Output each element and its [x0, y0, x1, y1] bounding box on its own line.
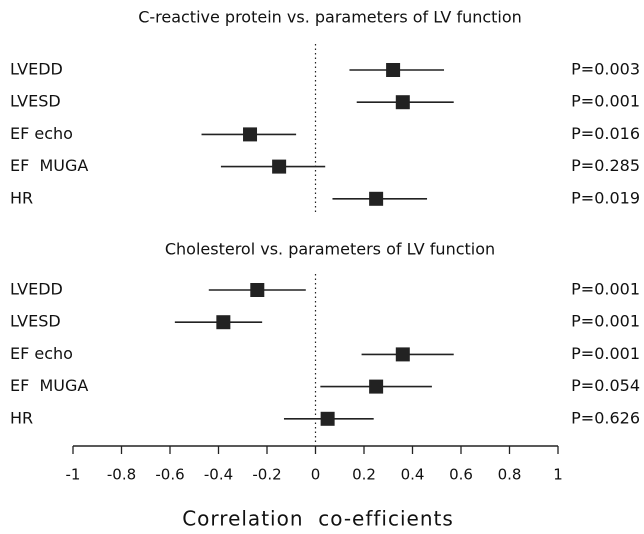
x-tick-label: 0 — [311, 466, 321, 484]
category-label: LVEDD — [10, 280, 63, 299]
category-label: HR — [10, 188, 33, 207]
point-estimate — [243, 127, 258, 142]
point-estimate — [250, 283, 265, 297]
point-estimate — [369, 379, 384, 394]
x-tick-label: 0.8 — [498, 466, 522, 484]
point-estimate — [395, 347, 410, 362]
p-value: P=0.003 — [571, 60, 640, 79]
panel-title: C-reactive protein vs. parameters of LV … — [138, 8, 522, 27]
p-value: P=0.001 — [571, 92, 640, 111]
x-tick-label: -1 — [66, 466, 81, 484]
category-label: EF echo — [10, 124, 73, 143]
p-value: P=0.016 — [571, 124, 640, 143]
p-value: P=0.054 — [571, 376, 640, 395]
category-label: LVESD — [10, 312, 61, 331]
x-axis-label: Correlation co-efficients — [182, 507, 454, 531]
point-estimate — [216, 315, 231, 330]
p-value: P=0.626 — [571, 408, 640, 427]
p-value: P=0.001 — [571, 344, 640, 363]
category-label: LVESD — [10, 92, 61, 111]
panel-title: Cholesterol vs. parameters of LV functio… — [165, 240, 495, 259]
x-tick-label: -0.2 — [252, 466, 281, 484]
x-tick-label: 0.2 — [352, 466, 376, 484]
x-tick-label: 0.4 — [401, 466, 425, 484]
category-label: EF echo — [10, 344, 73, 363]
x-tick-label: 0.6 — [449, 466, 473, 484]
category-label: EF MUGA — [10, 376, 88, 395]
category-label: EF MUGA — [10, 156, 88, 175]
p-value: P=0.001 — [571, 280, 640, 299]
x-tick-label: -0.4 — [204, 466, 233, 484]
point-estimate — [395, 95, 410, 110]
x-tick-label: 1 — [553, 466, 563, 484]
category-label: LVEDD — [10, 60, 63, 79]
p-value: P=0.019 — [571, 188, 640, 207]
point-estimate — [272, 159, 287, 174]
category-label: HR — [10, 408, 33, 427]
x-tick-label: -0.6 — [155, 466, 184, 484]
point-estimate — [320, 411, 335, 426]
point-estimate — [369, 191, 384, 206]
point-estimate — [386, 63, 401, 77]
x-tick-label: -0.8 — [107, 466, 136, 484]
p-value: P=0.285 — [571, 156, 640, 175]
p-value: P=0.001 — [571, 312, 640, 331]
